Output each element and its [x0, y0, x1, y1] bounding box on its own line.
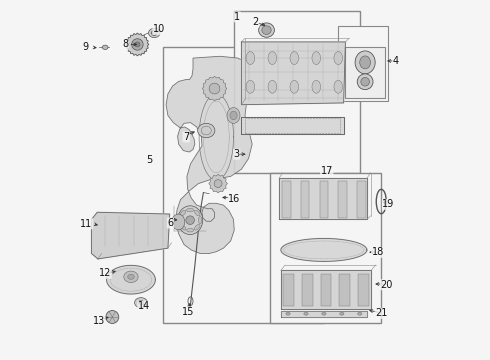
Text: 17: 17: [320, 166, 333, 176]
Ellipse shape: [186, 216, 195, 225]
Ellipse shape: [198, 217, 202, 224]
Ellipse shape: [209, 83, 220, 94]
Ellipse shape: [138, 301, 144, 305]
Ellipse shape: [290, 51, 298, 64]
Ellipse shape: [322, 312, 326, 315]
Ellipse shape: [102, 45, 108, 49]
Ellipse shape: [106, 311, 119, 323]
Polygon shape: [92, 212, 170, 259]
Ellipse shape: [290, 80, 298, 93]
Bar: [301, 181, 309, 218]
Text: 7: 7: [183, 132, 189, 142]
Ellipse shape: [135, 298, 147, 308]
Text: 19: 19: [382, 199, 394, 210]
Bar: [345, 47, 385, 98]
Bar: [163, 47, 324, 323]
Polygon shape: [209, 174, 227, 193]
Text: 14: 14: [138, 301, 150, 311]
Text: 5: 5: [146, 155, 152, 165]
Bar: [320, 274, 331, 306]
Polygon shape: [126, 33, 149, 56]
Bar: [339, 181, 347, 218]
Polygon shape: [281, 238, 367, 261]
Ellipse shape: [172, 214, 185, 230]
Ellipse shape: [180, 224, 186, 230]
Ellipse shape: [195, 224, 200, 230]
Bar: [339, 274, 350, 306]
Text: 9: 9: [82, 42, 89, 52]
Ellipse shape: [195, 210, 200, 216]
Text: 20: 20: [380, 280, 393, 290]
Ellipse shape: [355, 51, 375, 74]
Bar: [338, 26, 389, 101]
Ellipse shape: [178, 217, 182, 224]
Ellipse shape: [124, 271, 138, 283]
Ellipse shape: [334, 80, 343, 93]
Ellipse shape: [230, 111, 237, 120]
Polygon shape: [202, 76, 227, 101]
Ellipse shape: [334, 51, 343, 64]
Ellipse shape: [246, 51, 255, 64]
Ellipse shape: [187, 228, 194, 232]
Text: 4: 4: [392, 56, 399, 66]
Text: 16: 16: [228, 194, 241, 204]
Text: 11: 11: [80, 219, 93, 229]
Text: 2: 2: [253, 17, 259, 27]
Text: 6: 6: [168, 218, 173, 228]
Ellipse shape: [312, 80, 320, 93]
Bar: [270, 173, 381, 323]
Ellipse shape: [246, 80, 255, 93]
Text: 18: 18: [371, 247, 384, 257]
Ellipse shape: [214, 180, 222, 188]
Bar: [282, 181, 291, 218]
Ellipse shape: [135, 42, 140, 47]
Ellipse shape: [197, 123, 215, 138]
Polygon shape: [281, 311, 367, 317]
Bar: [357, 181, 366, 218]
Ellipse shape: [286, 312, 290, 315]
Ellipse shape: [361, 77, 369, 86]
Ellipse shape: [259, 23, 274, 37]
Polygon shape: [242, 117, 343, 134]
Ellipse shape: [262, 26, 271, 35]
Ellipse shape: [227, 108, 240, 123]
Ellipse shape: [357, 74, 373, 90]
Ellipse shape: [148, 28, 160, 38]
Ellipse shape: [151, 31, 157, 36]
Text: 13: 13: [93, 316, 105, 325]
Text: 1: 1: [234, 12, 240, 22]
Ellipse shape: [132, 39, 143, 50]
Text: 10: 10: [153, 24, 165, 35]
Text: 3: 3: [234, 149, 240, 159]
Ellipse shape: [177, 206, 203, 234]
Ellipse shape: [358, 312, 362, 315]
Text: 21: 21: [375, 309, 388, 318]
Ellipse shape: [132, 40, 143, 49]
Ellipse shape: [187, 208, 194, 212]
Bar: [319, 181, 328, 218]
Ellipse shape: [268, 51, 277, 64]
Text: 12: 12: [99, 268, 111, 278]
Bar: [358, 274, 368, 306]
Polygon shape: [166, 56, 254, 253]
Ellipse shape: [268, 80, 277, 93]
Bar: [283, 274, 294, 306]
Text: 8: 8: [122, 40, 128, 49]
Ellipse shape: [128, 274, 134, 279]
Polygon shape: [107, 265, 155, 294]
Polygon shape: [242, 42, 345, 105]
Polygon shape: [281, 270, 371, 309]
Ellipse shape: [360, 56, 370, 69]
Text: 15: 15: [182, 307, 195, 317]
Polygon shape: [279, 178, 367, 220]
Ellipse shape: [180, 210, 186, 216]
Ellipse shape: [312, 51, 320, 64]
Ellipse shape: [304, 312, 308, 315]
Bar: [302, 274, 313, 306]
Bar: [234, 12, 360, 173]
Ellipse shape: [340, 312, 344, 315]
